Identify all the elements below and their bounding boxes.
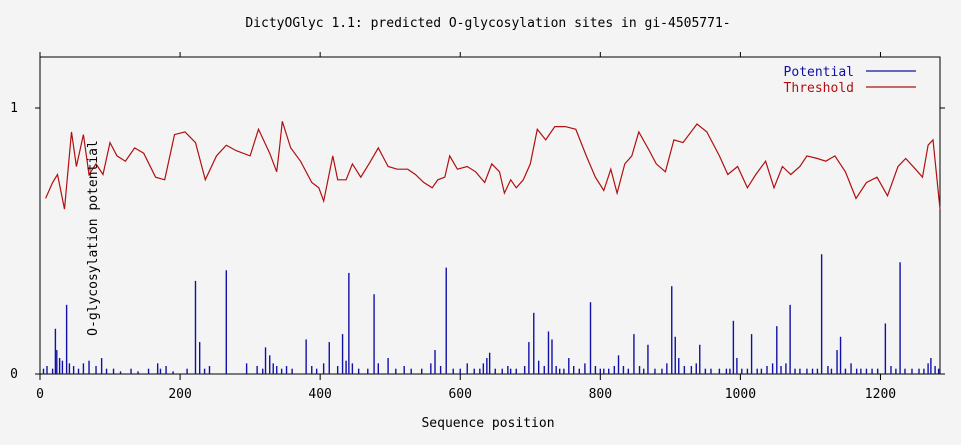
legend-label-threshold: Threshold — [784, 81, 854, 96]
threshold-series — [45, 121, 941, 210]
threshold-line — [45, 121, 941, 210]
x-axis: 0 200 400 600 800 1000 1200 — [36, 52, 896, 402]
x-tick-label-800: 800 — [589, 387, 612, 402]
legend-label-potential: Potential — [784, 65, 854, 80]
legend: Potential Threshold — [784, 65, 916, 96]
chart-title: DictyOGlyc 1.1: predicted O-glycosylatio… — [245, 16, 730, 31]
x-tick-label-200: 200 — [168, 387, 191, 402]
x-tick-label-600: 600 — [448, 387, 471, 402]
x-tick-label-1000: 1000 — [725, 387, 756, 402]
x-tick-label-0: 0 — [36, 387, 44, 402]
x-tick-label-1200: 1200 — [865, 387, 896, 402]
y-tick-label-1: 1 — [10, 101, 18, 116]
x-tick-label-400: 400 — [308, 387, 331, 402]
y-tick-label-0: 0 — [10, 367, 18, 382]
y-axis-label: O-glycosylation potential — [86, 140, 101, 336]
y-axis: 01 — [10, 101, 945, 382]
x-axis-label: Sequence position — [421, 416, 554, 431]
potential-series — [42, 254, 940, 374]
